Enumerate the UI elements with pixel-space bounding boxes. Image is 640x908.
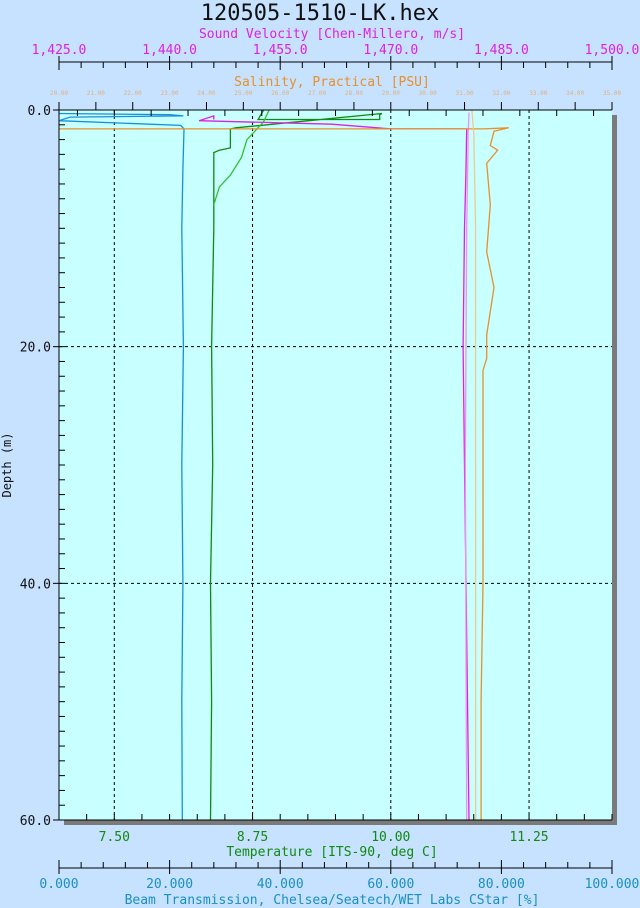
sal-tick-label: 34.00 — [566, 90, 584, 97]
sal-axis-label: Salinity, Practical [PSU] — [234, 75, 430, 90]
depth-tick-label: 60.0 — [20, 814, 51, 829]
series-line-sal-6 — [471, 109, 477, 820]
depth-axis-label: Depth (m) — [0, 432, 14, 497]
sal-tick-label: 21.00 — [87, 90, 105, 97]
series-line-beam-0 — [58, 112, 185, 821]
beam-axis-label: Beam Transmission, Chelsea/Seatech/WET L… — [125, 893, 540, 908]
sal-tick-label: 35.00 — [603, 90, 621, 97]
sal-tick-label: 29.00 — [382, 90, 400, 97]
beam-tick-label: 60.000 — [367, 877, 414, 892]
series-line-sv-4 — [464, 112, 470, 821]
sv-tick-label: 1,470.0 — [363, 43, 418, 58]
sal-tick-label: 25.00 — [234, 90, 252, 97]
sal-tick-label: 24.00 — [197, 90, 215, 97]
beam-tick-label: 40.000 — [257, 877, 304, 892]
sv-tick-label: 1,455.0 — [253, 43, 308, 58]
temp-tick-label: 7.50 — [99, 830, 130, 845]
sal-tick-label: 28.00 — [345, 90, 363, 97]
sv-axis-label: Sound Velocity [Chen-Millero, m/s] — [199, 27, 465, 42]
sv-tick-label: 1,485.0 — [474, 43, 529, 58]
depth-tick-label: 0.0 — [28, 104, 51, 119]
sal-tick-label: 31.00 — [456, 90, 474, 97]
beam-tick-label: 80.000 — [478, 877, 525, 892]
temp-tick-label: 8.75 — [237, 830, 268, 845]
sal-tick-label: 22.00 — [124, 90, 142, 97]
temp-tick-label: 11.25 — [509, 830, 548, 845]
depth-tick-label: 40.0 — [20, 577, 51, 592]
series-line-temp-1 — [209, 109, 383, 821]
depth-tick-label: 20.0 — [20, 341, 51, 356]
plot-area — [59, 110, 612, 820]
sal-tick-label: 32.00 — [492, 90, 510, 97]
sv-tick-label: 1,440.0 — [142, 43, 197, 58]
beam-tick-label: 20.000 — [146, 877, 193, 892]
sal-tick-label: 20.00 — [50, 90, 68, 97]
sal-tick-label: 26.00 — [271, 90, 289, 97]
sv-tick-label: 1,425.0 — [32, 43, 87, 58]
beam-tick-label: 0.000 — [39, 877, 78, 892]
chart-title: 120505-1510-LK.hex — [201, 1, 439, 26]
sal-tick-label: 30.00 — [419, 90, 437, 97]
temp-tick-label: 10.00 — [371, 830, 410, 845]
beam-tick-label: 100.000 — [585, 877, 640, 892]
sal-tick-label: 27.00 — [308, 90, 326, 97]
sal-tick-label: 33.00 — [529, 90, 547, 97]
temp-axis-label: Temperature [ITS-90, deg C] — [226, 845, 437, 860]
series-line-sal-5 — [59, 127, 509, 820]
sv-tick-label: 1,500.0 — [585, 43, 640, 58]
sal-tick-label: 23.00 — [161, 90, 179, 97]
